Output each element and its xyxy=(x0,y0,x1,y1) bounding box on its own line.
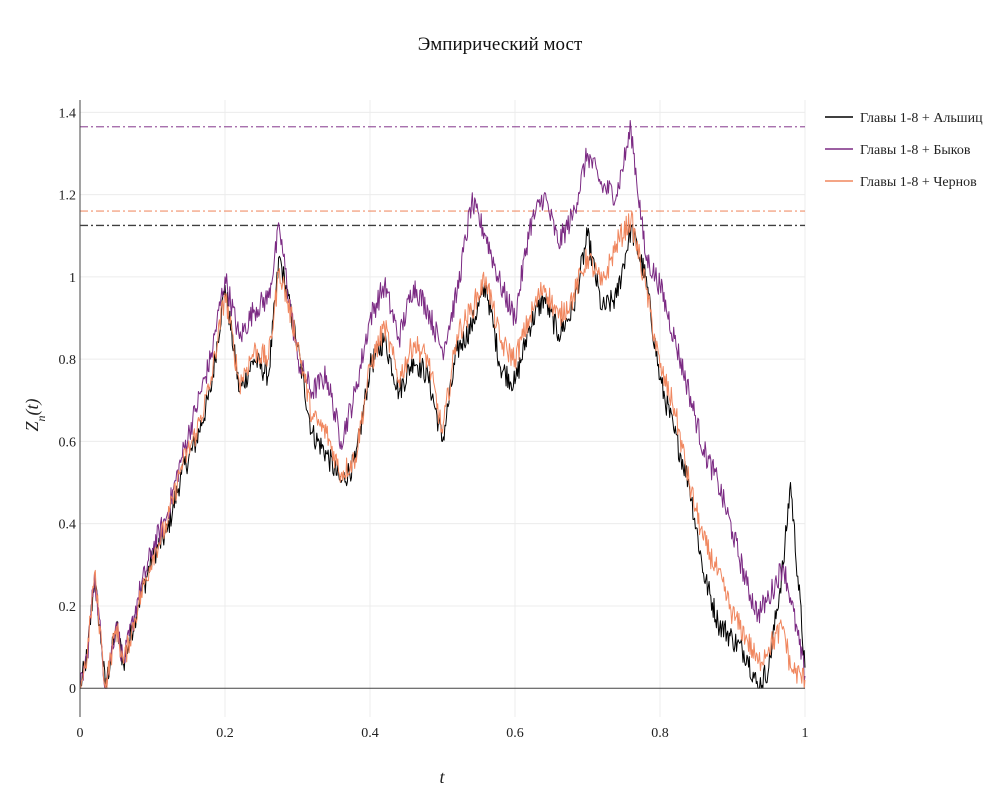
y-axis-title-base: Z xyxy=(22,421,42,432)
legend-label: Главы 1-8 + Альшиц xyxy=(860,111,983,126)
y-tick-label: 0 xyxy=(69,682,76,697)
legend-label: Главы 1-8 + Быков xyxy=(860,143,971,158)
x-axis-title: t xyxy=(439,767,445,787)
y-axis-title-arg: (t) xyxy=(22,398,43,415)
x-tick-label: 1 xyxy=(802,726,809,741)
y-tick-label: 1.4 xyxy=(59,106,77,121)
series-line xyxy=(79,120,806,689)
y-tick-label: 0.2 xyxy=(59,600,77,615)
legend-item[interactable]: Главы 1-8 + Чернов xyxy=(825,175,977,190)
chart-title: Эмпирический мост xyxy=(418,34,583,55)
y-tick-label: 1 xyxy=(69,271,76,286)
y-tick-labels: 0 0.2 0.4 0.6 0.8 1 1.2 1.4 xyxy=(59,106,77,697)
series-line xyxy=(79,223,806,689)
x-tick-labels: 0 0.2 0.4 0.6 0.8 1 xyxy=(77,726,809,741)
x-tick-label: 0.6 xyxy=(506,726,524,741)
y-axis-title-sub: n xyxy=(34,415,48,421)
y-tick-label: 0.8 xyxy=(59,353,77,368)
series-line xyxy=(80,210,806,689)
legend-item[interactable]: Главы 1-8 + Быков xyxy=(825,143,971,158)
grid xyxy=(80,100,806,717)
series-lines xyxy=(79,120,806,689)
x-tick-label: 0.2 xyxy=(216,726,234,741)
x-tick-label: 0 xyxy=(77,726,84,741)
legend-item[interactable]: Главы 1-8 + Альшиц xyxy=(825,111,983,126)
y-tick-label: 0.4 xyxy=(59,518,77,533)
y-tick-label: 1.2 xyxy=(59,189,77,204)
legend-label: Главы 1-8 + Чернов xyxy=(860,175,977,190)
max-lines xyxy=(80,126,805,227)
y-tick-label: 0.6 xyxy=(59,435,77,450)
x-tick-label: 0.8 xyxy=(651,726,669,741)
y-axis-title: Zn(t) xyxy=(22,398,48,431)
x-tick-label: 0.4 xyxy=(361,726,379,741)
legend[interactable]: Главы 1-8 + Альшиц Главы 1-8 + Быков Главы… xyxy=(825,111,983,190)
